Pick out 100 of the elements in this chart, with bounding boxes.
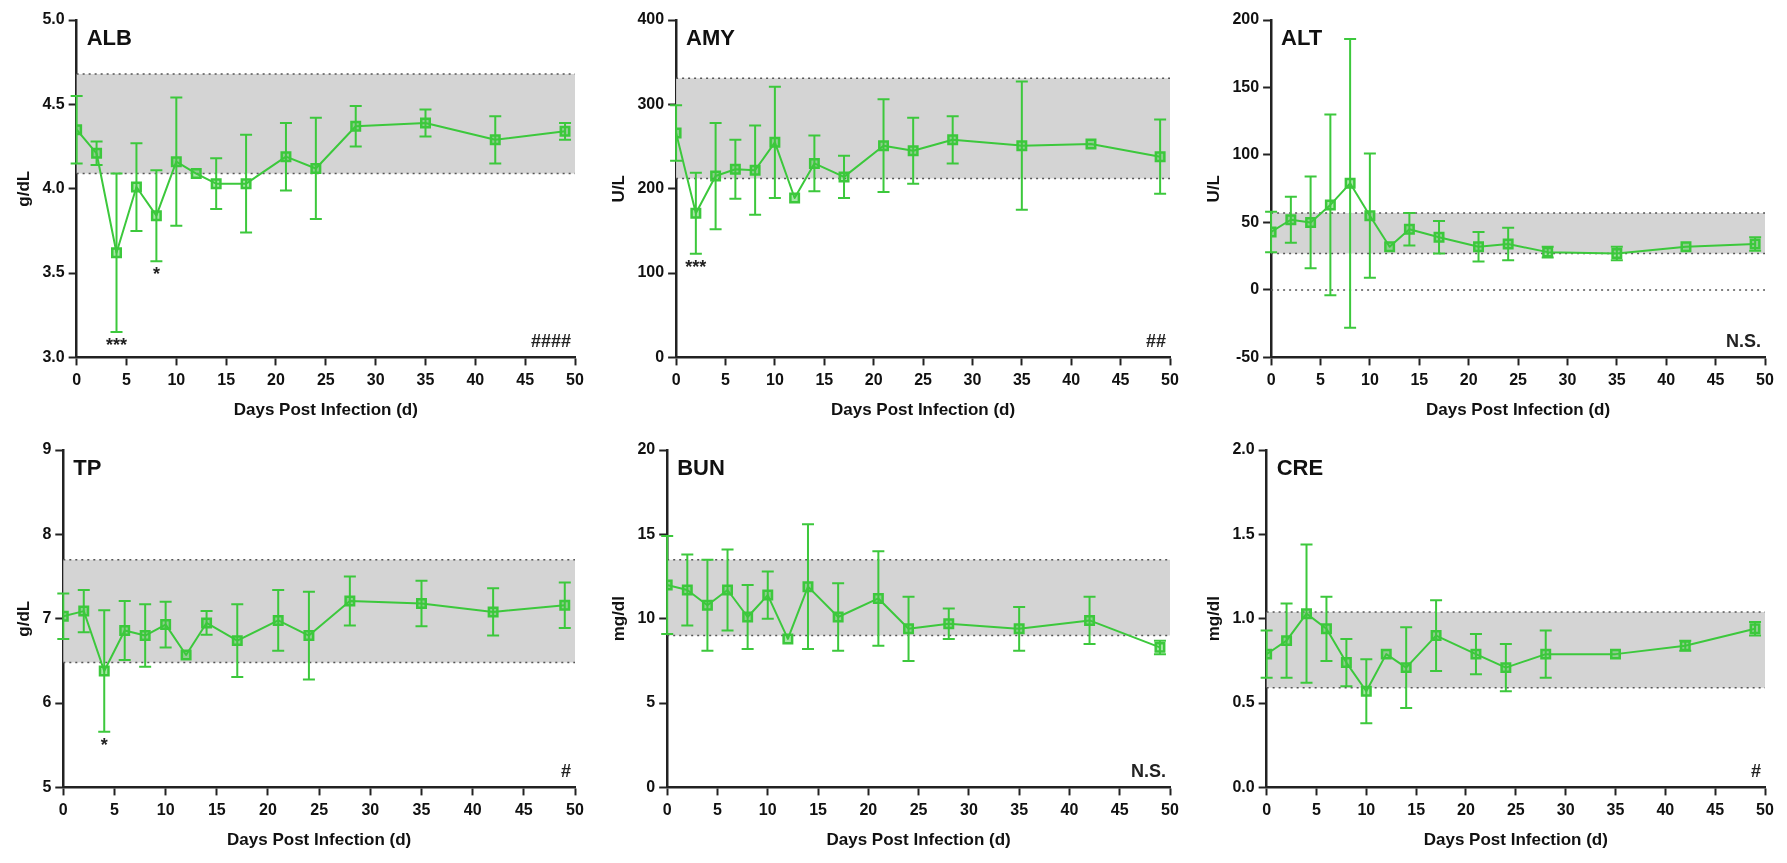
point [729,163,741,175]
point [1340,657,1352,669]
x-tick-label: 0 [72,371,82,389]
annotation: * [100,734,108,755]
y-tick-label: 400 [637,10,665,28]
y-tick-label: 3.0 [42,347,65,365]
y-tick-label: 15 [637,524,656,542]
point [1403,223,1415,235]
x-tick-label: 40 [466,371,485,389]
point [1320,623,1332,635]
y-tick-label: 0.0 [1232,777,1255,795]
x-tick-label: 10 [1357,801,1376,819]
annotation: #### [530,331,571,352]
x-tick-label: 5 [1316,371,1326,389]
point [1380,648,1392,660]
y-tick-label: 200 [637,179,665,197]
y-tick-label: -50 [1235,347,1260,365]
point [150,210,162,222]
x-tick-label: 40 [1657,371,1676,389]
x-tick-label: 35 [416,371,435,389]
point [1364,210,1376,222]
y-axis-title: g/dL [13,600,33,637]
x-tick-label: 15 [207,801,226,819]
point [701,599,713,611]
x-axis-title: Days Post Infection (d) [1425,400,1611,420]
point [782,633,794,645]
point [769,136,781,148]
x-tick-label: 25 [914,371,933,389]
x-tick-label: 45 [514,801,533,819]
y-tick-label: 1.0 [1232,609,1255,627]
x-tick-label: 45 [1706,801,1725,819]
x-tick-label: 0 [671,371,681,389]
annotation: N.S. [1725,331,1761,352]
annotation: *** [685,256,707,277]
annotation: ## [1145,331,1166,352]
y-tick-label: 5.0 [42,10,65,28]
x-tick-label: 10 [1360,371,1379,389]
point [91,147,103,159]
point [190,168,202,180]
y-tick-label: 5 [646,693,656,711]
x-tick-label: 15 [815,371,834,389]
x-tick-label: 30 [1558,371,1577,389]
y-tick-label: 2.0 [1232,440,1255,458]
point [1344,177,1356,189]
x-tick-label: 45 [1111,371,1130,389]
point [1430,630,1442,642]
x-tick-label: 5 [713,801,723,819]
y-tick-label: 10 [637,609,656,627]
x-tick-label: 5 [110,801,120,819]
y-tick-label: 8 [42,524,52,542]
x-tick-label: 50 [566,801,584,819]
annotation: * [152,264,160,285]
x-tick-label: 35 [1606,801,1625,819]
x-tick-label: 25 [1506,801,1525,819]
point [838,171,850,183]
x-tick-label: 40 [1656,801,1675,819]
x-tick-label: 5 [122,371,132,389]
y-axis-title: U/L [1203,175,1223,203]
point [1154,151,1166,163]
point [878,140,890,152]
point [170,156,182,168]
point [210,178,222,190]
x-tick-label: 20 [859,801,878,819]
x-tick-label: 50 [1756,371,1774,389]
chart-title: BUN [677,455,725,481]
point [350,120,362,132]
annotation: # [560,761,571,782]
y-tick-label: 50 [1241,212,1260,230]
point [1305,216,1317,228]
x-tick-label: 10 [765,371,784,389]
point [872,592,884,604]
y-tick-label: 100 [1232,145,1260,163]
point [1680,241,1692,253]
y-tick-label: 3.5 [42,263,65,281]
x-tick-label: 40 [1060,801,1079,819]
point [1301,608,1312,620]
x-axis-title: Days Post Infection (d) [830,400,1016,420]
x-tick-label: 10 [758,801,777,819]
x-tick-label: 30 [963,371,982,389]
y-axis-title: U/L [608,175,628,203]
point [280,151,292,163]
x-tick-label: 40 [1062,371,1081,389]
point [1433,231,1445,243]
x-tick-label: 0 [1266,371,1276,389]
x-tick-label: 15 [809,801,828,819]
chart-title: CRE [1276,455,1324,481]
x-tick-label: 45 [1706,371,1725,389]
point [1473,241,1485,253]
x-tick-label: 30 [1556,801,1575,819]
x-tick-label: 10 [156,801,175,819]
point [1470,648,1482,660]
x-tick-label: 30 [361,801,380,819]
point [420,117,431,129]
y-tick-label: 7 [42,609,52,627]
x-tick-label: 15 [1410,371,1429,389]
point [802,581,814,593]
x-axis-title: Days Post Infection (d) [826,830,1011,850]
annotation: *** [106,335,128,356]
point [1610,648,1621,660]
x-tick-label: 50 [566,371,584,389]
